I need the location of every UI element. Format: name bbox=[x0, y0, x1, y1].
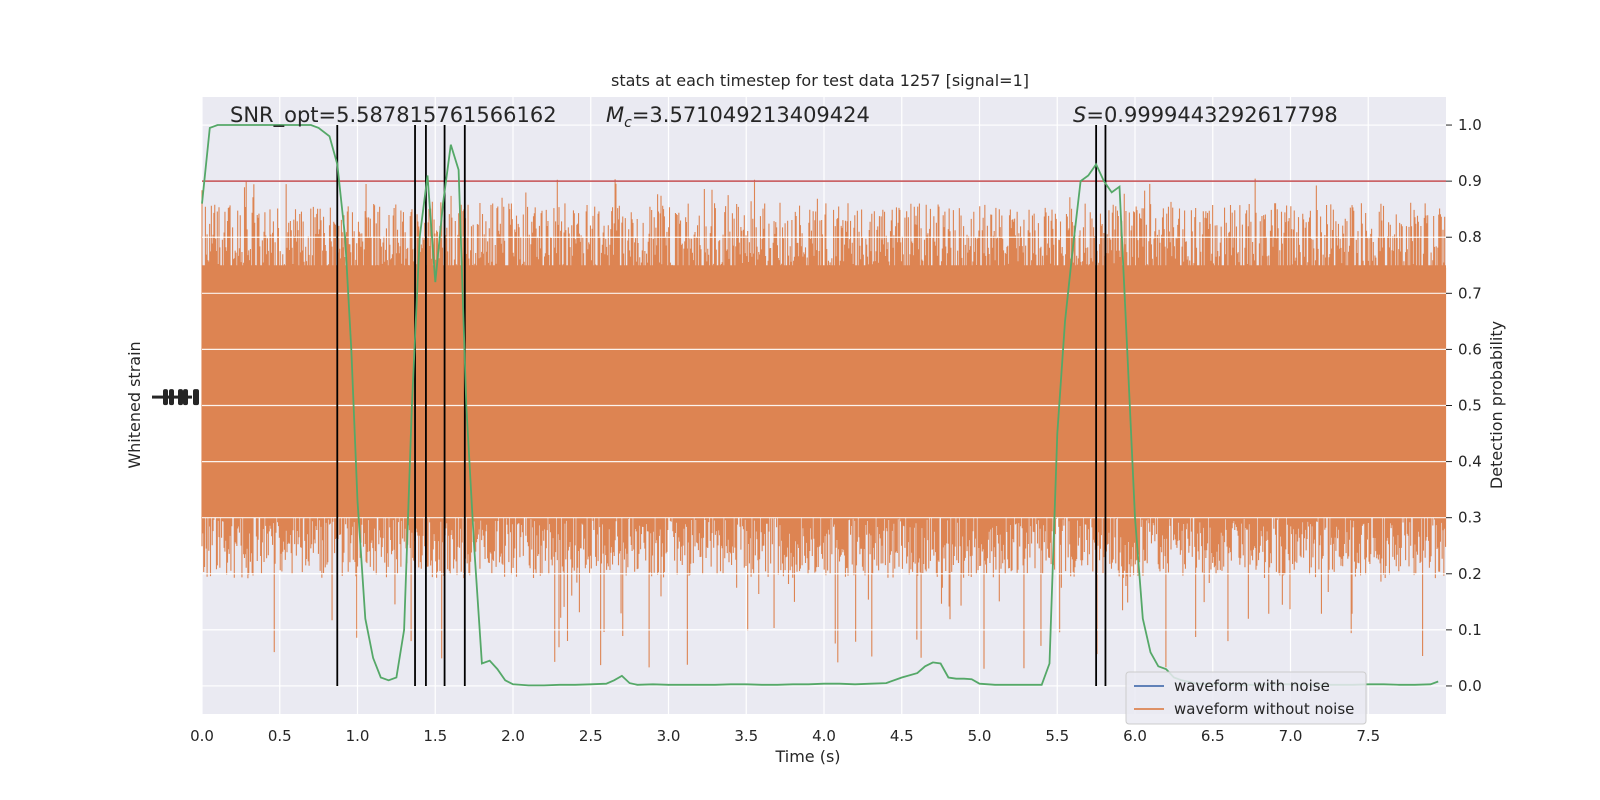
chirp-mass-subscript: c bbox=[624, 115, 632, 131]
y-tick-label: 0.6 bbox=[1458, 340, 1482, 358]
x-tick-label: 4.0 bbox=[812, 727, 836, 745]
y-tick-label: 0.4 bbox=[1458, 453, 1482, 471]
strain-noise-core bbox=[202, 265, 1446, 518]
y-tick-label: 0.7 bbox=[1458, 284, 1482, 302]
x-tick-label: 3.0 bbox=[657, 727, 681, 745]
left-tick-label-blob bbox=[169, 389, 174, 406]
y-tick-label: 1.0 bbox=[1458, 116, 1482, 134]
x-tick-label: 5.5 bbox=[1045, 727, 1069, 745]
x-tick-label: 7.0 bbox=[1279, 727, 1303, 745]
left-tick-label-blob bbox=[193, 389, 199, 406]
chirp-mass-value: =3.571049213409424 bbox=[632, 103, 870, 127]
legend-label: waveform with noise bbox=[1174, 677, 1330, 695]
x-tick-label: 2.0 bbox=[501, 727, 525, 745]
x-tick-label: 4.5 bbox=[890, 727, 914, 745]
legend-frame bbox=[1125, 671, 1367, 725]
left-axis-ticks-glyph bbox=[152, 389, 199, 406]
trigger-lines bbox=[336, 125, 1107, 686]
x-tick-label: 0.0 bbox=[190, 727, 214, 745]
chirp-mass-symbol: M bbox=[606, 103, 624, 127]
x-axis-ticks: 0.0 0.5 1.0 1.5 2.0 2.5 3.0 3.5 4.0 4.5 5.0 5.5 6.0 6… bbox=[190, 727, 1380, 745]
y-axis-right-ticks: 0.0 0.1 0.2 0.3 0.4 0.5 0.6 0.7 0.8 0.9 1.0 bbox=[1446, 116, 1482, 695]
left-tick-label-blob bbox=[183, 389, 188, 406]
statistic-symbol: S bbox=[1073, 103, 1086, 127]
snr-annotation: SNR_opt=5.587815761566162 bbox=[230, 103, 557, 128]
left-tick-label-blob bbox=[178, 389, 183, 406]
y-tick-label: 0.5 bbox=[1458, 397, 1482, 415]
y-tick-label: 0.9 bbox=[1458, 172, 1482, 190]
x-tick-label: 1.0 bbox=[346, 727, 370, 745]
y-axis-right-label: Detection probability bbox=[1487, 321, 1506, 489]
y-tick-label: 0.3 bbox=[1458, 509, 1482, 527]
y-tick-label: 0.8 bbox=[1458, 228, 1482, 246]
x-axis-label: Time (s) bbox=[774, 747, 840, 766]
x-tick-label: 5.0 bbox=[968, 727, 992, 745]
y-tick-label: 0.1 bbox=[1458, 621, 1482, 639]
legend: waveform with noise waveform without nois… bbox=[1125, 671, 1367, 725]
left-tick-label-blob bbox=[163, 389, 168, 406]
x-tick-label: 6.0 bbox=[1123, 727, 1147, 745]
x-tick-label: 0.5 bbox=[268, 727, 292, 745]
y-axis-left-label: Whitened strain bbox=[125, 341, 144, 468]
statistic-annotation: S=0.9999443292617798 bbox=[1073, 103, 1338, 127]
x-tick-label: 7.5 bbox=[1356, 727, 1380, 745]
chirp-mass-annotation: Mc=3.571049213409424 bbox=[606, 103, 870, 131]
chart-title: stats at each timestep for test data 125… bbox=[611, 71, 1029, 90]
x-tick-label: 2.5 bbox=[579, 727, 603, 745]
legend-label: waveform without noise bbox=[1174, 700, 1354, 718]
y-tick-label: 0.2 bbox=[1458, 565, 1482, 583]
y-tick-label: 0.0 bbox=[1458, 677, 1482, 695]
x-tick-label: 1.5 bbox=[423, 727, 447, 745]
x-tick-label: 6.5 bbox=[1201, 727, 1225, 745]
x-tick-label: 3.5 bbox=[734, 727, 758, 745]
statistic-value: =0.9999443292617798 bbox=[1086, 103, 1337, 127]
